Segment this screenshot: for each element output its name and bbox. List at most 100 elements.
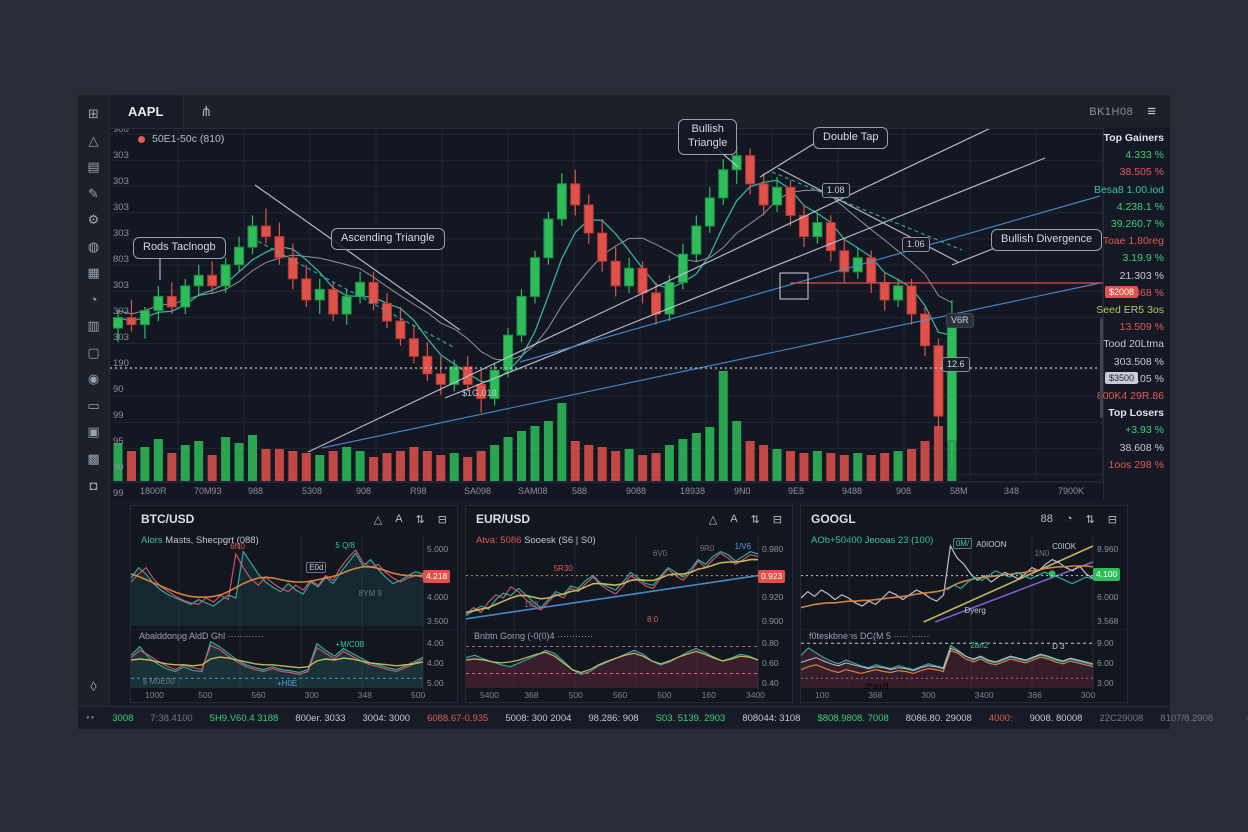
x-axis-label: 908 bbox=[896, 486, 912, 496]
mini-annotation: 5R30 bbox=[553, 563, 573, 573]
sidebar-section-title[interactable]: Top Losers bbox=[1108, 407, 1164, 420]
x-axis-label: 9E8 bbox=[788, 486, 805, 496]
annotate-icon[interactable]: A bbox=[395, 512, 403, 525]
pattern-tool-icon[interactable]: ◔ bbox=[89, 292, 98, 307]
status-item: 3004: 3000 bbox=[362, 712, 411, 724]
sidebar-row[interactable]: 4.238.1 % bbox=[1116, 200, 1164, 213]
mini-lower-pane[interactable] bbox=[131, 630, 459, 690]
trendline-tool-icon[interactable]: △ bbox=[88, 132, 99, 148]
x-axis-label: 348 bbox=[1004, 486, 1020, 496]
sidebar-row[interactable]: 3.19.9 % bbox=[1122, 252, 1164, 265]
mini-annotation: 6V0 bbox=[652, 548, 668, 558]
mini-annotation: D 3 bbox=[1052, 642, 1065, 651]
price-label-chip: 12.6 bbox=[942, 357, 970, 372]
sidebar-row[interactable]: 38.505 % bbox=[1119, 166, 1164, 179]
layout-grid-icon[interactable]: ⊞ bbox=[88, 106, 99, 121]
status-item: 7:38.4100 bbox=[150, 712, 193, 724]
status-item: 800er. 3033 bbox=[295, 712, 346, 724]
mini-chart-googl[interactable]: GOOGL 88 ◔ ⇅ ⊟ AOb+50400 Jeooas 23 (100) 0M/A0… bbox=[800, 505, 1129, 703]
price-label-chip: $1G.010 bbox=[462, 388, 497, 398]
status-item: 9008. 80008 bbox=[1029, 712, 1083, 724]
alert-triangle-icon[interactable]: △ bbox=[708, 513, 718, 526]
price-tool-icon[interactable]: ◉ bbox=[87, 371, 100, 386]
status-item: 808044: 3108 bbox=[742, 712, 801, 724]
status-item: $808.9808. 7008 bbox=[817, 712, 889, 724]
x-axis-label: R98 bbox=[410, 486, 427, 496]
sidebar-row[interactable]: 800K4 29R.86 bbox=[1096, 390, 1164, 402]
text-tool-icon[interactable]: ▦ bbox=[87, 265, 100, 280]
note-tool-icon[interactable]: ▭ bbox=[87, 397, 100, 413]
annotate-icon[interactable]: A bbox=[730, 512, 738, 525]
price-label-chip: 1.08 bbox=[822, 183, 850, 198]
y-axis-label: 303 bbox=[113, 280, 129, 291]
sidebar-row[interactable]: Besa8 1.00.iod bbox=[1093, 183, 1164, 196]
main-chart-svg bbox=[110, 128, 1103, 483]
sidebar-section-title[interactable]: Top Gainers bbox=[1103, 132, 1164, 144]
fullscreen-icon[interactable]: ⊟ bbox=[1107, 513, 1117, 526]
mini-chart-legend: AOb+50400 Jeooas 23 (100) bbox=[811, 535, 934, 546]
pattern-callout: Ascending Triangle bbox=[331, 228, 445, 250]
fullscreen-icon[interactable]: ⊟ bbox=[772, 513, 782, 526]
tab-aapl-label: AAPL bbox=[128, 104, 164, 119]
sidebar-row[interactable]: 39.260.7 % bbox=[1110, 218, 1164, 230]
mini-lower-pane[interactable] bbox=[801, 630, 1129, 690]
sidebar-row[interactable]: 303.508 % bbox=[1113, 355, 1164, 368]
sidebar-row[interactable]: 21.303 % bbox=[1119, 269, 1164, 282]
sidebar-row[interactable]: 4.333 % bbox=[1125, 149, 1164, 162]
y-axis-label: 190 bbox=[113, 358, 129, 369]
mini-chart-btc-usd[interactable]: BTC/USD △ A ⇅ ⊟ Alors Masts, Shecpgrt (088) 6N… bbox=[130, 505, 459, 703]
grid-88-icon[interactable]: 88 bbox=[1040, 512, 1053, 525]
calculator-icon[interactable]: ▩ bbox=[87, 450, 100, 466]
screen-tool-icon[interactable]: ▢ bbox=[87, 344, 100, 360]
hamburger-menu-icon[interactable]: ≡ bbox=[1147, 103, 1156, 120]
status-item: 5H9.V60.4 3188 bbox=[209, 712, 279, 724]
mini-upper-pane[interactable] bbox=[801, 536, 1129, 628]
y-axis-label: 303 bbox=[113, 202, 129, 213]
sidebar-row[interactable]: Seed ER5 3os bbox=[1096, 304, 1164, 316]
main-chart-canvas[interactable]: 900 303 303 303 303 803 303 303 303 190 90 99 95 90 99… bbox=[110, 124, 1103, 500]
pattern-callout: Bullish Divergence bbox=[991, 229, 1103, 251]
mini-annotation: A0IOON bbox=[976, 539, 1007, 549]
tab-aapl[interactable]: AAPL bbox=[110, 95, 185, 128]
mini-upper-pane[interactable] bbox=[131, 536, 459, 628]
mini-annotation: 8:0 bbox=[647, 615, 659, 625]
alert-triangle-icon[interactable]: △ bbox=[373, 513, 383, 526]
mini-chart-eur-usd[interactable]: EUR/USD △ A ⇅ ⊟ Atva: 5086 Sooesk (S6 | S0) 5R… bbox=[465, 505, 794, 703]
sidebar-row[interactable]: 13.509 % bbox=[1119, 321, 1164, 334]
mini-indicator-legend: Abalddonpg AldD Ghl ············ bbox=[139, 631, 264, 641]
y-axis-label: 900 bbox=[113, 124, 129, 135]
indicator-tool-icon[interactable]: ▥ bbox=[87, 318, 100, 333]
fib-tool-icon[interactable]: ◍ bbox=[87, 238, 100, 254]
mini-lower-pane[interactable] bbox=[466, 630, 794, 690]
sidebar-row[interactable]: +3.93 % bbox=[1125, 424, 1164, 437]
chart-legend: 50E1-50c (810) bbox=[138, 133, 224, 145]
clock-icon[interactable]: ◔ bbox=[1065, 512, 1073, 525]
mini-price-badge: 4.100 bbox=[1093, 568, 1121, 581]
status-item: S03. 5139. 2903 bbox=[655, 712, 726, 724]
sidebar-row[interactable]: 1oos 298 % bbox=[1108, 458, 1164, 471]
sidebar-scrollbar[interactable] bbox=[1100, 318, 1103, 418]
compare-icon[interactable]: ⇅ bbox=[415, 513, 425, 526]
y-axis-label: 95 bbox=[113, 436, 124, 447]
mini-annotation: Dyerg bbox=[964, 605, 986, 615]
compare-icon[interactable]: ⇅ bbox=[750, 513, 760, 526]
lock-icon[interactable]: ◘ bbox=[89, 477, 98, 493]
folder-icon[interactable]: ▣ bbox=[87, 424, 100, 439]
mini-chart-title: EUR/USD bbox=[476, 512, 531, 526]
compare-icon[interactable]: ⇅ bbox=[1085, 513, 1095, 526]
x-axis-label: 7900K bbox=[1058, 486, 1085, 496]
mini-annotation: E0d bbox=[306, 561, 327, 573]
y-axis-label: 99 bbox=[113, 410, 124, 421]
draw-tool-icon[interactable]: ✎ bbox=[88, 185, 99, 201]
mini-annotation: +H0E bbox=[277, 679, 298, 689]
magnet-icon[interactable]: ◊ bbox=[90, 679, 97, 694]
sidebar-row[interactable]: 38.608 % bbox=[1119, 441, 1164, 454]
fullscreen-icon[interactable]: ⊟ bbox=[437, 513, 447, 526]
fork-icon[interactable]: ⋔ bbox=[200, 103, 213, 119]
chart-type-icon[interactable]: ▤ bbox=[87, 159, 100, 174]
settings-icon[interactable]: ⚙ bbox=[87, 212, 100, 227]
sidebar-row[interactable]: Tood 20Ltma bbox=[1103, 338, 1164, 351]
mini-upper-pane[interactable] bbox=[466, 536, 794, 628]
sidebar-row[interactable]: Toae 1.80reg bbox=[1102, 235, 1164, 248]
mini-annotation: 1E8 bbox=[524, 600, 539, 610]
